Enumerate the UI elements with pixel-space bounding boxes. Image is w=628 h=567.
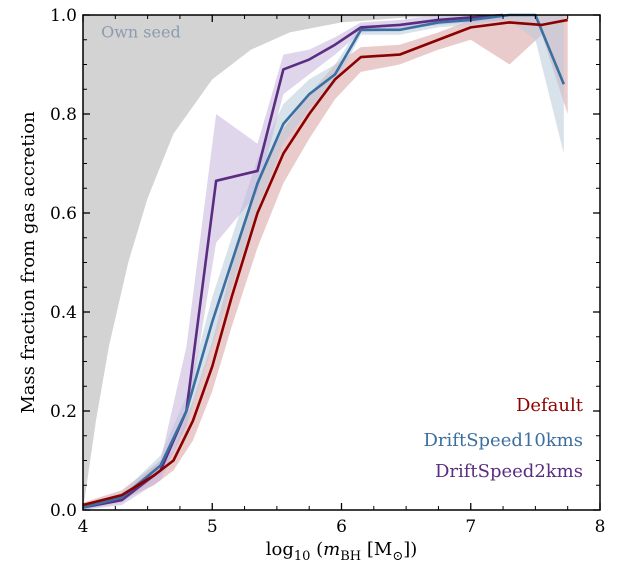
x-axis-title-log-sub: 10 <box>294 549 311 564</box>
own-seed-label: Own seed <box>101 22 181 41</box>
y-tick-label: 0.4 <box>50 303 77 323</box>
x-axis-title-var: m <box>323 539 340 560</box>
x-axis-title: log10 (mBH [M⊙]) <box>266 539 418 564</box>
x-axis-title-var-sub: BH <box>340 549 361 564</box>
legend-entry-default: Default <box>516 395 584 416</box>
line-series-1 <box>82 13 566 509</box>
tick-labels: 4 5 6 7 8 0.0 0.2 0.4 0.6 0.8 1.0 <box>50 6 605 537</box>
x-tick-label: 6 <box>336 517 347 537</box>
x-axis-title-prefix: log <box>266 539 294 560</box>
legend: Default DriftSpeed10kms DriftSpeed2kms <box>424 395 584 482</box>
band-series-2 <box>83 15 504 510</box>
x-tick-label: 4 <box>78 517 89 537</box>
line-series-2 <box>82 13 504 509</box>
x-axis-title-unit-sub: ⊙ <box>392 549 403 564</box>
band-series-0 <box>83 15 568 508</box>
y-tick-label: 0.8 <box>50 105 77 125</box>
series-lines <box>82 13 568 509</box>
x-axis-title-open: ( <box>310 539 323 560</box>
x-axis-title-unit: [M <box>361 539 392 560</box>
line-series-0 <box>82 18 568 507</box>
own-seed-area <box>83 15 568 510</box>
y-tick-label: 0.0 <box>50 501 77 521</box>
legend-entry-driftspeed2kms: DriftSpeed2kms <box>435 461 583 482</box>
x-tick-label: 5 <box>207 517 218 537</box>
y-tick-label: 1.0 <box>50 6 77 26</box>
y-tick-label: 0.2 <box>50 402 77 422</box>
own-seed-region <box>83 15 568 510</box>
axis-ticks <box>82 14 601 511</box>
y-tick-label: 0.6 <box>50 204 77 224</box>
legend-entry-driftspeed10kms: DriftSpeed10kms <box>424 430 584 451</box>
x-axis-title-close: ]) <box>403 539 417 560</box>
x-tick-label: 8 <box>595 517 606 537</box>
x-tick-label: 7 <box>465 517 476 537</box>
uncertainty-bands <box>83 15 568 510</box>
y-axis-title: Mass fraction from gas accretion <box>18 111 39 414</box>
